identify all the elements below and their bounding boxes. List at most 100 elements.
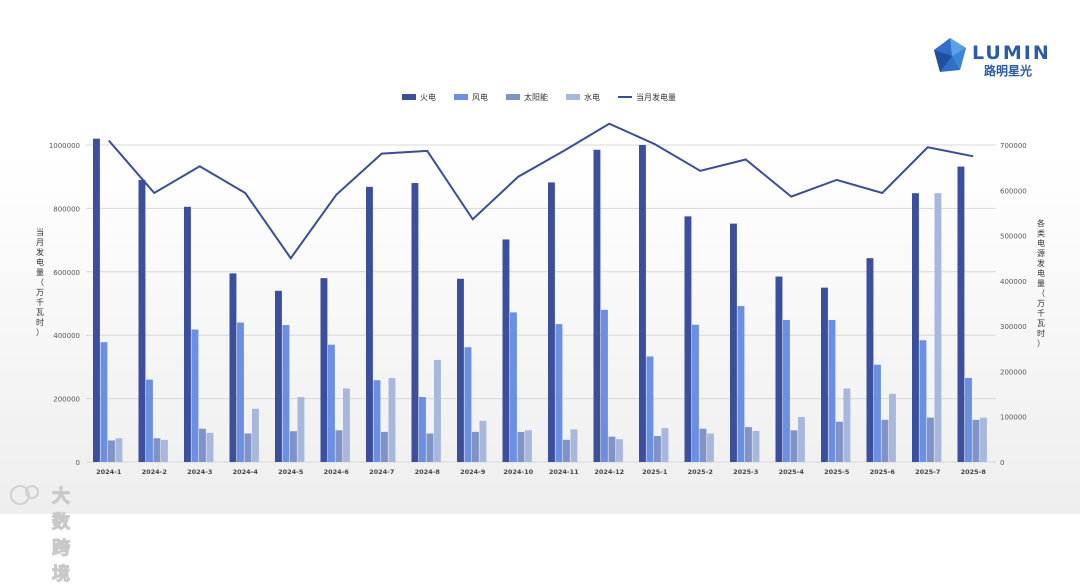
bar-火电 <box>502 239 510 462</box>
bar-太阳能 <box>153 438 161 462</box>
bar-水电 <box>115 438 123 462</box>
y2-axis-label-char: （ <box>1037 289 1045 298</box>
bar-水电 <box>343 388 350 462</box>
bar-水电 <box>752 430 760 462</box>
brand-logo: LUMIN 路明星光 <box>930 36 1049 80</box>
gridlines <box>86 144 996 463</box>
bar-太阳能 <box>426 433 434 462</box>
legend-label: 火电 <box>420 92 436 102</box>
bar-series <box>93 138 987 463</box>
legend-label: 当月发电量 <box>636 92 676 102</box>
bar-风电 <box>783 319 790 462</box>
bar-火电 <box>548 182 555 462</box>
bar-风电 <box>328 344 335 462</box>
bar-火电 <box>184 206 191 462</box>
y2-axis-label-char: 类 <box>1037 228 1045 238</box>
bar-水电 <box>934 193 942 462</box>
bar-水电 <box>297 397 305 462</box>
bar-水电 <box>843 388 851 462</box>
bar-太阳能 <box>927 417 934 462</box>
x-tick-label: 2024-8 <box>415 468 441 476</box>
right-tick-label: 0 <box>1000 459 1004 467</box>
y-axis-label-char: （ <box>36 278 44 287</box>
right-tick-label: 200000 <box>1000 368 1027 376</box>
y2-axis-label-char: 千 <box>1037 308 1045 318</box>
bar-风电 <box>464 347 472 462</box>
x-tick-label: 2024-11 <box>549 468 579 476</box>
bar-火电 <box>684 216 692 462</box>
y2-axis-label-char: 发 <box>1037 258 1045 268</box>
left-tick-label: 600000 <box>53 269 80 277</box>
bar-水电 <box>434 359 441 462</box>
bar-太阳能 <box>654 436 661 462</box>
y-axis-label-char: 发 <box>36 247 44 257</box>
y-axis-label-char: 当 <box>36 227 44 237</box>
brand-subtitle: 路明星光 <box>984 64 1033 78</box>
footer-logo-icon <box>10 485 39 505</box>
bar-火电 <box>639 145 646 462</box>
bar-火电 <box>93 138 100 462</box>
y-axis-label-char: 时 <box>36 317 44 327</box>
x-tick-label: 2025-7 <box>915 468 940 476</box>
bar-水电 <box>980 417 987 462</box>
legend-swatch <box>402 94 416 100</box>
bar-水电 <box>252 408 259 462</box>
bar-水电 <box>479 420 487 462</box>
bar-火电 <box>821 287 828 462</box>
bar-太阳能 <box>881 419 889 462</box>
bar-太阳能 <box>699 428 707 462</box>
legend-label: 水电 <box>584 92 600 102</box>
bar-水电 <box>707 433 714 462</box>
chart-canvas: 0 200000 400000 600000 800000 1000000 0 100000… <box>36 92 1045 476</box>
y2-axis-label-char: 时 <box>1037 328 1045 338</box>
y-axis-label-char: ） <box>36 328 44 337</box>
bar-风电 <box>237 322 244 462</box>
x-tick-label: 2025-3 <box>733 468 758 476</box>
bar-风电 <box>828 319 836 462</box>
bar-火电 <box>912 193 919 462</box>
bar-太阳能 <box>517 431 525 462</box>
right-axis-ticks: 0 100000 200000 300000 400000 500000 600000 700… <box>1000 142 1027 467</box>
line-series <box>107 122 974 260</box>
bar-风电 <box>692 324 699 462</box>
x-tick-label: 2025-4 <box>779 468 805 476</box>
bar-太阳能 <box>244 433 252 462</box>
brand-name: LUMIN <box>972 42 1051 64</box>
bar-火电 <box>730 223 737 462</box>
legend-label: 风电 <box>472 92 488 102</box>
bar-水电 <box>570 429 578 462</box>
legend: 火电 风电 太阳能 水电 当月发电量 <box>402 92 676 102</box>
bar-太阳能 <box>972 419 980 462</box>
bar-风电 <box>965 377 972 462</box>
legend-label: 太阳能 <box>524 92 548 102</box>
bar-火电 <box>411 183 419 463</box>
bar-水电 <box>798 416 805 462</box>
right-tick-label: 400000 <box>1000 278 1027 286</box>
bar-太阳能 <box>199 428 206 462</box>
x-tick-label: 2024-10 <box>503 468 533 476</box>
footer-text: 大数跨境 <box>52 486 71 586</box>
bar-水电 <box>525 430 532 462</box>
legend-swatch <box>454 94 468 100</box>
bar-火电 <box>275 290 282 462</box>
y2-axis-label-char: 量 <box>1037 279 1045 288</box>
left-tick-label: 200000 <box>53 396 80 404</box>
y-axis-label-char: 量 <box>36 268 44 277</box>
y2-axis-label-char: ） <box>1037 339 1045 348</box>
y2-axis-label-char: 电 <box>1037 238 1045 248</box>
bar-风电 <box>419 397 426 462</box>
x-tick-label: 2025-6 <box>870 468 896 476</box>
right-tick-label: 700000 <box>1000 142 1027 150</box>
bar-火电 <box>775 276 783 462</box>
x-tick-label: 2024-4 <box>233 468 259 476</box>
bar-风电 <box>601 309 608 462</box>
bar-风电 <box>874 364 881 462</box>
right-tick-label: 300000 <box>1000 323 1027 331</box>
x-tick-label: 2025-8 <box>961 468 987 476</box>
right-tick-label: 500000 <box>1000 233 1027 241</box>
x-tick-label: 2025-1 <box>642 468 668 476</box>
bar-风电 <box>646 356 654 462</box>
legend-swatch <box>506 94 520 100</box>
bar-太阳能 <box>790 430 798 462</box>
